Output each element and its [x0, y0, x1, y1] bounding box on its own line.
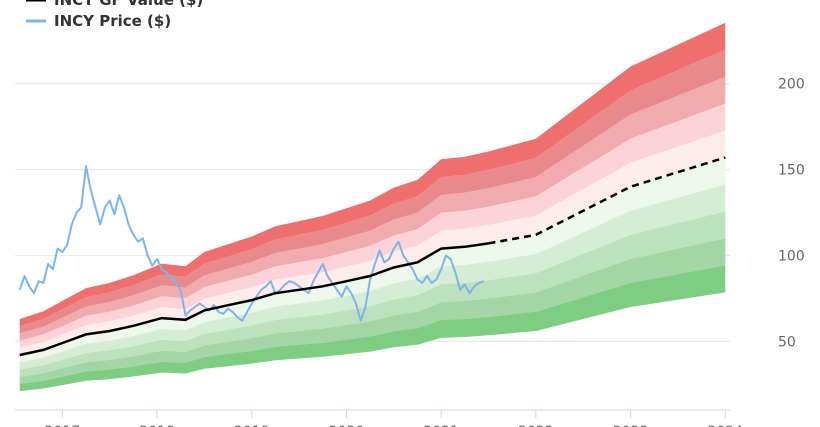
- x-tick-label: 2019: [234, 424, 270, 427]
- legend: INCY GF Value ($) INCY Price ($): [26, 0, 203, 30]
- valuation-band: [19, 22, 726, 327]
- gf-value-line: [19, 242, 489, 357]
- axes: 50 100 150 200 2017 2018 2019 2020 2021 2022 2023 2…: [15, 77, 805, 427]
- valuation-band: [19, 184, 726, 370]
- y-tick-label: 150: [778, 163, 805, 179]
- gf-value-forecast-line: [488, 156, 726, 245]
- x-tick-label: 2020: [329, 424, 365, 427]
- price-line: [18, 165, 485, 322]
- legend-label-gf-value: INCY GF Value ($): [54, 0, 203, 9]
- x-tick-label: 2024: [707, 424, 743, 427]
- valuation-band: [19, 49, 726, 334]
- series-lines: [18, 156, 726, 357]
- x-tick-label: 2021: [423, 424, 459, 427]
- valuation-band: [19, 157, 726, 363]
- y-tick-label: 50: [778, 334, 796, 350]
- valuation-band: [19, 211, 726, 377]
- x-tick-label: 2017: [45, 424, 81, 427]
- valuation-band: [19, 103, 726, 348]
- valuation-bands: [19, 22, 726, 392]
- x-tick-label: 2022: [518, 424, 554, 427]
- y-tick-label: 100: [778, 248, 805, 264]
- legend-label-price: INCY Price ($): [54, 12, 171, 30]
- x-tick-label: 2023: [613, 424, 649, 427]
- y-tick-label: 200: [778, 77, 805, 93]
- valuation-band: [19, 238, 726, 384]
- valuation-band: [19, 265, 726, 392]
- x-tick-label: 2018: [139, 424, 175, 427]
- valuation-band: [19, 76, 726, 341]
